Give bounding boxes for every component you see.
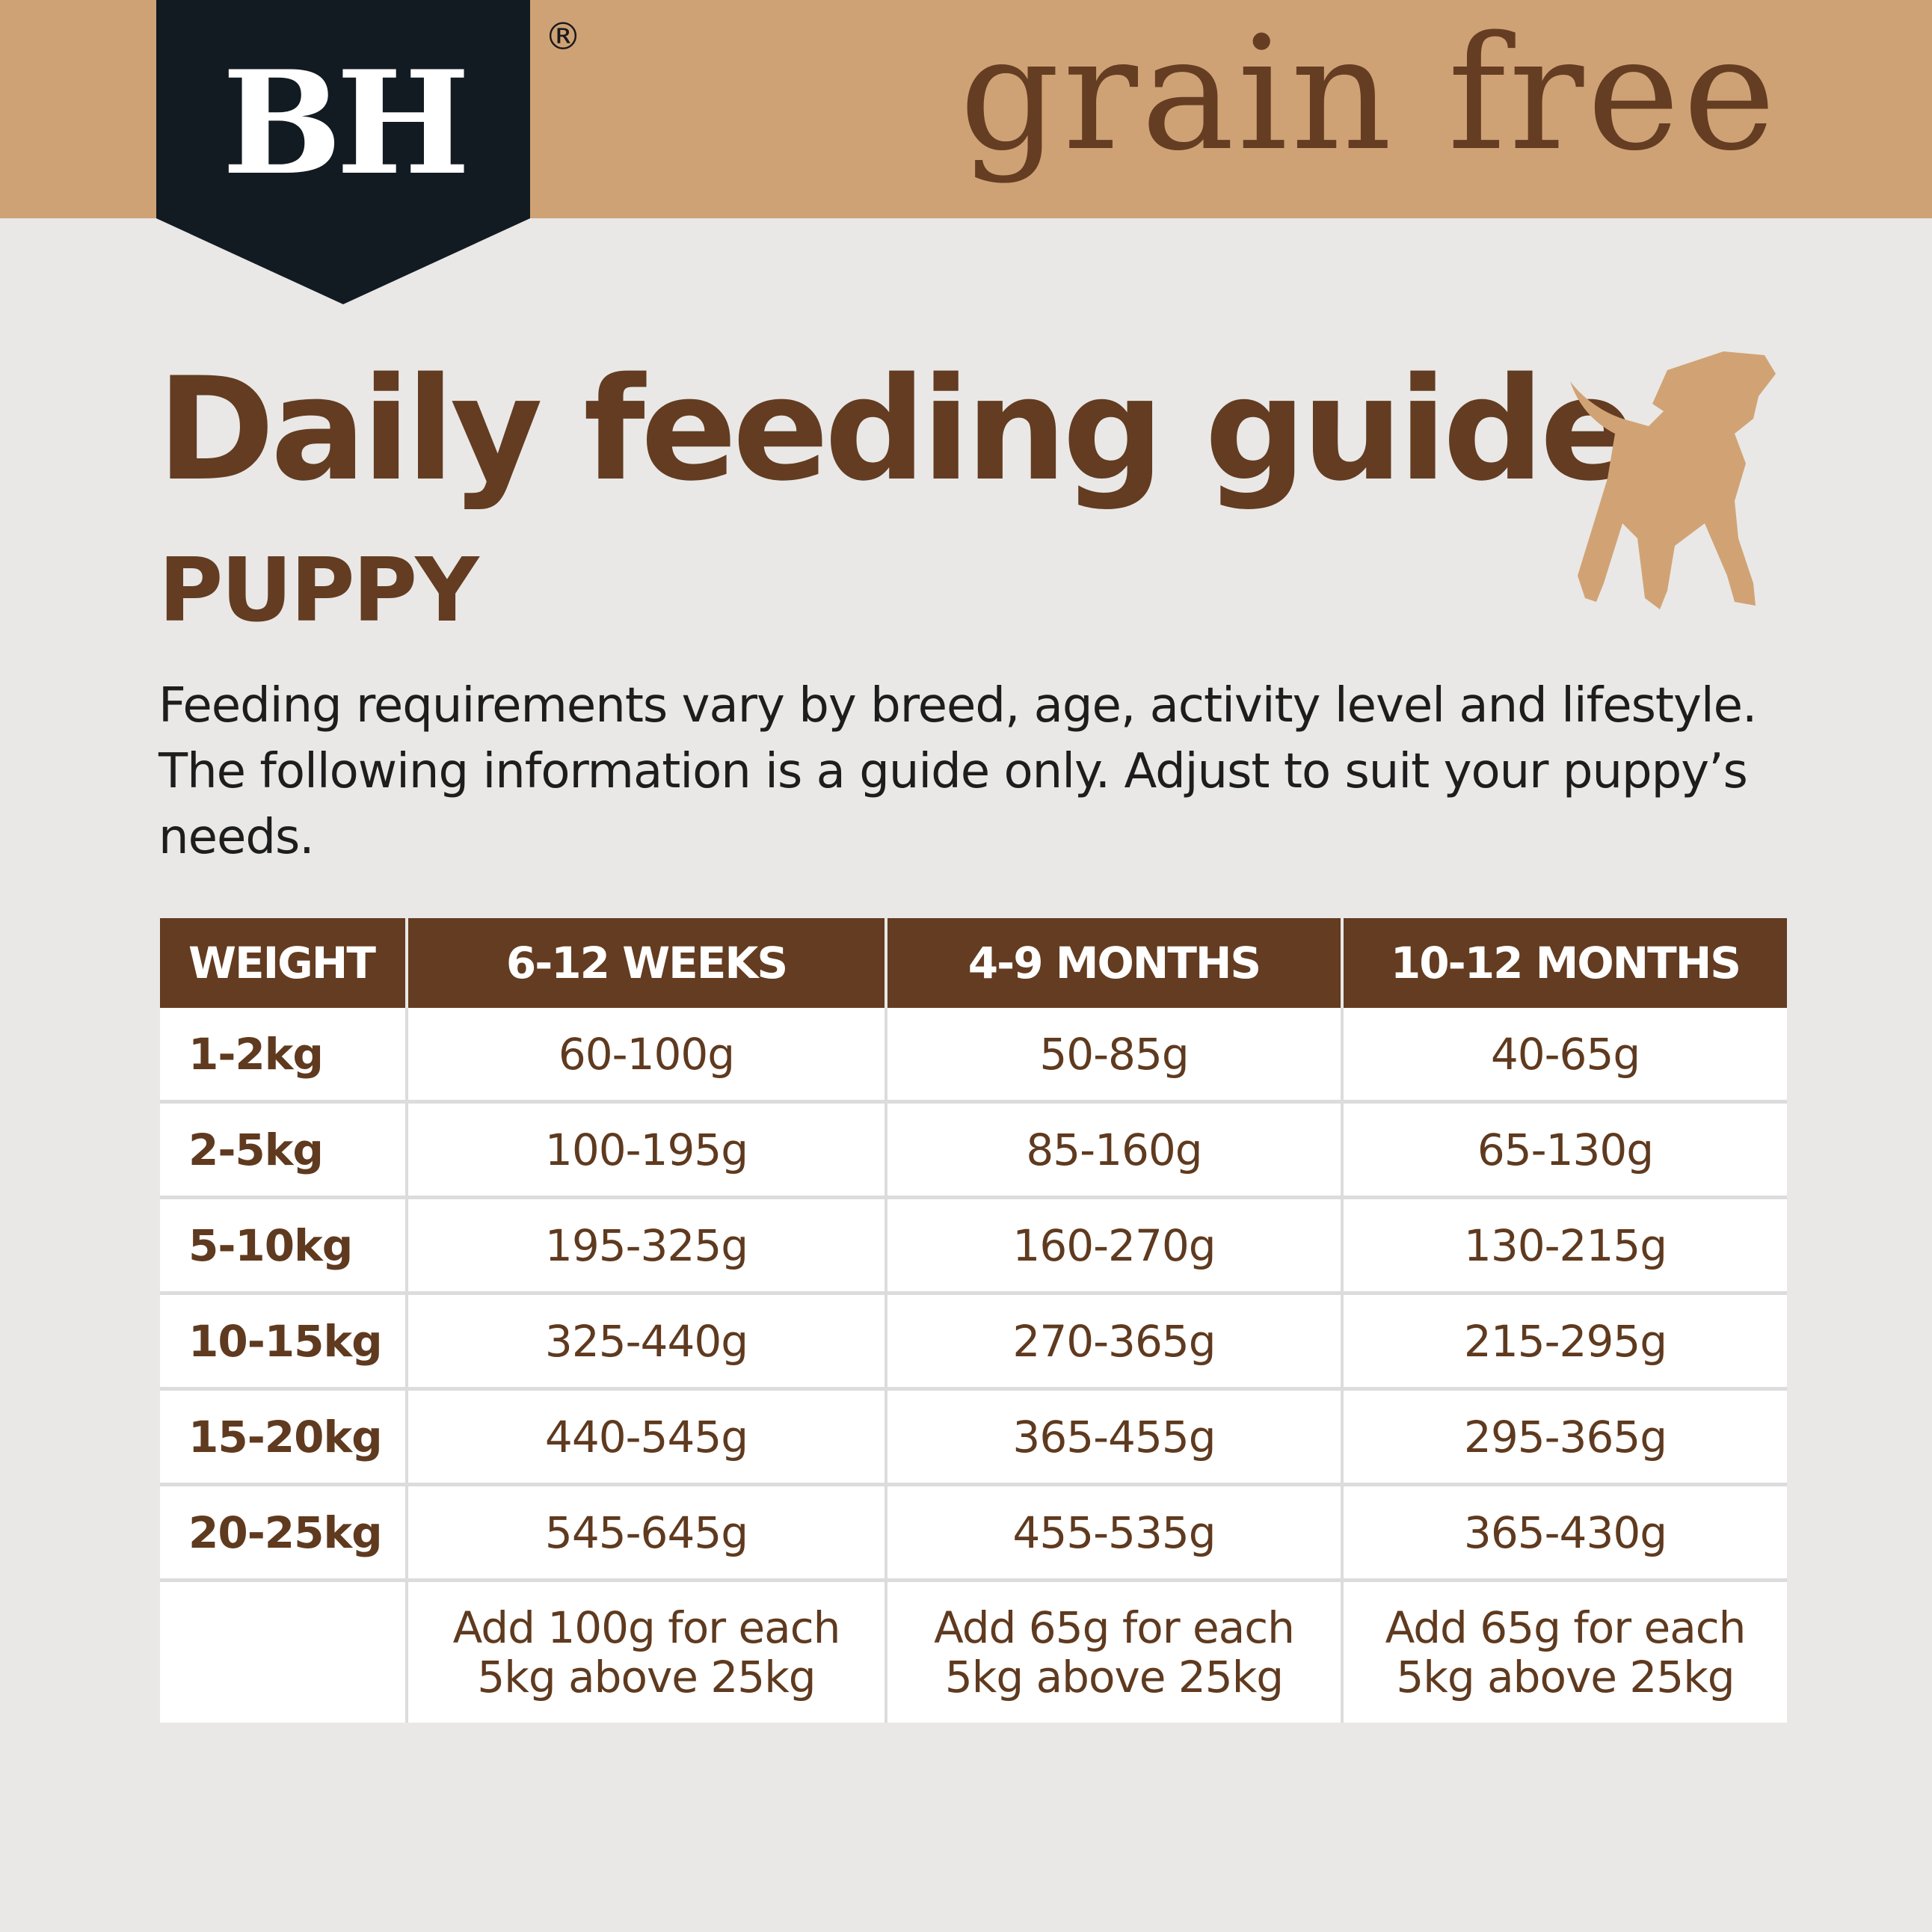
table-row: 10-15kg 325-440g 270-365g 215-295g xyxy=(160,1293,1787,1391)
description: Feeding requirements vary by breed, age,… xyxy=(159,678,1757,865)
header-4-9-months: 4-9 MONTHS xyxy=(886,918,1344,1008)
subtitle: PUPPY xyxy=(159,538,479,642)
table-row: 1-2kg 60-100g 50-85g 40-65g xyxy=(160,1008,1787,1104)
weight-cell: 10-15kg xyxy=(160,1293,408,1391)
table-row: 15-20kg 440-545g 365-455g 295-365g xyxy=(160,1388,1787,1486)
amount-cell: 325-440g xyxy=(407,1293,887,1391)
note-cell: Add 65g for each 5kg above 25kg xyxy=(1342,1580,1787,1723)
note-cell: Add 65g for each 5kg above 25kg xyxy=(886,1580,1344,1723)
amount-cell: 365-455g xyxy=(886,1388,1344,1486)
tagline: grain free xyxy=(959,2,1779,185)
header-10-12-months: 10-12 MONTHS xyxy=(1342,918,1787,1008)
amount-cell: 545-645g xyxy=(407,1484,887,1582)
table-header-row: WEIGHT 6-12 WEEKS 4-9 MONTHS 10-12 MONTH… xyxy=(160,918,1787,1008)
weight-cell: 1-2kg xyxy=(160,1008,408,1104)
weight-cell: 20-25kg xyxy=(160,1484,408,1582)
header-6-12-weeks: 6-12 WEEKS xyxy=(407,918,887,1008)
amount-cell: 160-270g xyxy=(886,1197,1344,1295)
table-row: 2-5kg 100-195g 85-160g 65-130g xyxy=(160,1101,1787,1199)
logo-shield xyxy=(156,0,530,304)
amount-cell: 270-365g xyxy=(886,1293,1344,1391)
weight-cell: 2-5kg xyxy=(160,1101,408,1199)
weight-cell: 15-20kg xyxy=(160,1388,408,1486)
header-weight: WEIGHT xyxy=(160,918,408,1008)
brand-logo: BH xyxy=(221,40,470,206)
amount-cell: 50-85g xyxy=(886,1008,1344,1104)
puppy-silhouette-icon xyxy=(1570,351,1776,609)
table-note-row: Add 100g for each 5kg above 25kg Add 65g … xyxy=(160,1580,1787,1723)
registered-mark: ® xyxy=(544,15,582,58)
amount-cell: 295-365g xyxy=(1342,1388,1787,1486)
table-row: 20-25kg 545-645g 455-535g 365-430g xyxy=(160,1484,1787,1582)
amount-cell: 455-535g xyxy=(886,1484,1344,1582)
amount-cell: 365-430g xyxy=(1342,1484,1787,1582)
amount-cell: 100-195g xyxy=(407,1101,887,1199)
page-title: Daily feeding guide xyxy=(157,347,1636,512)
amount-cell: 65-130g xyxy=(1342,1101,1787,1199)
note-cell xyxy=(160,1580,408,1723)
amount-cell: 130-215g xyxy=(1342,1197,1787,1295)
amount-cell: 85-160g xyxy=(886,1101,1344,1199)
amount-cell: 440-545g xyxy=(407,1388,887,1486)
amount-cell: 60-100g xyxy=(407,1008,887,1104)
amount-cell: 215-295g xyxy=(1342,1293,1787,1391)
feeding-table: WEIGHT 6-12 WEEKS 4-9 MONTHS 10-12 MONTH… xyxy=(160,918,1787,1723)
note-cell: Add 100g for each 5kg above 25kg xyxy=(407,1580,887,1723)
table-row: 5-10kg 195-325g 160-270g 130-215g xyxy=(160,1197,1787,1295)
amount-cell: 40-65g xyxy=(1342,1008,1787,1104)
weight-cell: 5-10kg xyxy=(160,1197,408,1295)
amount-cell: 195-325g xyxy=(407,1197,887,1295)
